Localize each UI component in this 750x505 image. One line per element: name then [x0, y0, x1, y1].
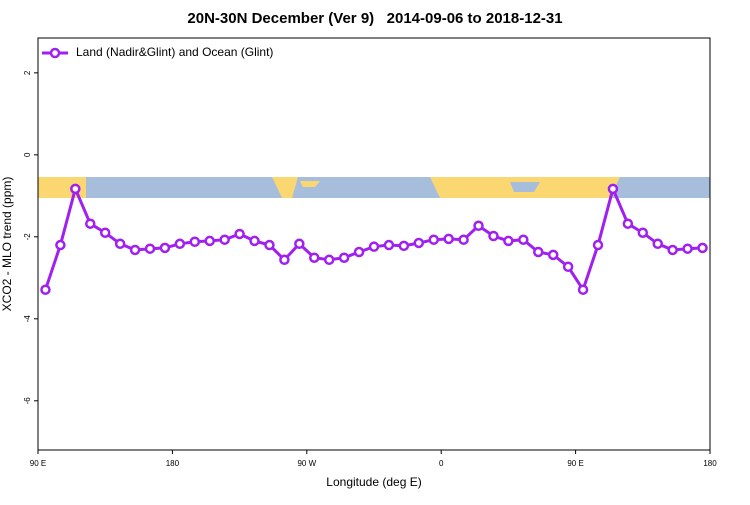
data-point [338, 252, 350, 263]
plot-frame [37, 37, 711, 451]
x-tick-label: 180 [703, 459, 717, 468]
data-point [607, 183, 619, 195]
data-point [114, 238, 126, 250]
data-point [40, 284, 51, 295]
y-tick-label: 2 [23, 70, 32, 75]
data-point [174, 238, 186, 250]
data-point [398, 240, 410, 252]
data-point [428, 234, 439, 245]
legend-marker [49, 47, 61, 59]
data-point [309, 252, 320, 263]
data-point [249, 235, 260, 247]
y-tick-label: -4 [23, 315, 32, 323]
data-point [562, 261, 574, 273]
y-tick-label: -6 [23, 397, 32, 405]
x-tick-label: 0 [439, 459, 444, 468]
data-point [368, 241, 380, 252]
data-point [294, 238, 305, 250]
data-point [458, 234, 469, 245]
data-point [383, 239, 395, 251]
data-point [443, 233, 454, 245]
data-point [159, 242, 171, 254]
data-point [189, 236, 201, 247]
data-point [518, 234, 529, 245]
legend-label: Land (Nadir&Glint) and Ocean (Glint) [76, 45, 273, 59]
series-line [44, 184, 703, 294]
data-point [144, 243, 156, 254]
chart-title: 20N-30N December (Ver 9) 2014-09-06 to 2… [187, 10, 562, 27]
y-tick-label: 0 [23, 152, 32, 157]
y-tick-label: -2 [23, 233, 32, 241]
data-point [413, 237, 425, 249]
x-tick-label: 90 E [567, 459, 583, 468]
data-point [279, 254, 290, 266]
data-point [547, 249, 559, 261]
data-point [577, 284, 589, 295]
data-point [129, 244, 141, 256]
data-point [667, 244, 678, 256]
y-axis-label: XCO2 - MLO trend (ppm) [0, 177, 14, 312]
data-point [488, 230, 499, 242]
data-point [353, 246, 365, 258]
data-point [682, 243, 693, 254]
data-point [219, 234, 230, 245]
data-point [55, 239, 66, 251]
data-point [592, 239, 604, 251]
data-point [264, 239, 275, 251]
data-point [697, 242, 708, 254]
map-strip [38, 177, 710, 198]
x-axis-label: Longitude (deg E) [326, 475, 421, 489]
x-tick-label: 90 E [30, 459, 46, 468]
x-tick-label: 180 [166, 459, 180, 468]
x-tick-label: 90 W [297, 459, 316, 468]
data-point [70, 183, 81, 195]
data-point [204, 235, 215, 247]
data-point [637, 227, 649, 238]
data-point [99, 227, 111, 238]
data-point [622, 218, 634, 229]
data-point [533, 246, 544, 258]
data-point [85, 218, 96, 229]
data-point [473, 220, 484, 232]
data-point [323, 254, 335, 266]
data-point [652, 238, 663, 250]
data-point [234, 228, 245, 240]
data-point [503, 235, 514, 247]
